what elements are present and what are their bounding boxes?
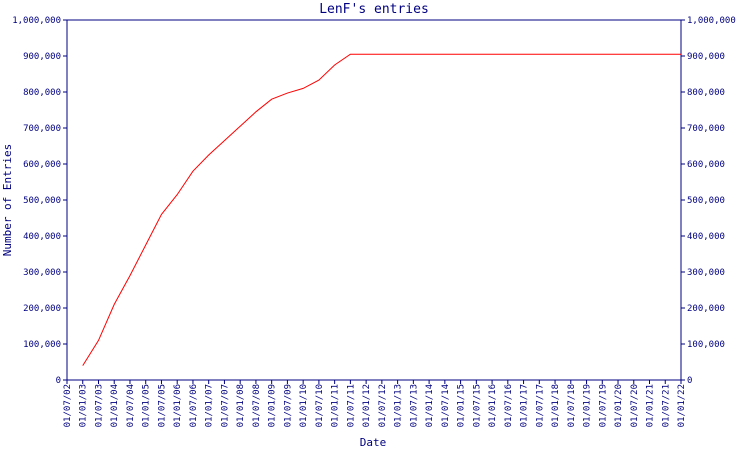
x-tick-label: 01/07/12	[378, 384, 388, 427]
y-tick-label: 300,000	[23, 268, 61, 278]
y-tick-label: 1,000,000	[12, 16, 61, 26]
y-tick-label: 100,000	[23, 340, 61, 350]
y2-tick-label: 900,000	[687, 52, 725, 62]
plot-frame	[66, 19, 682, 381]
x-tick-label: 01/07/10	[315, 384, 325, 427]
y2-tick-label: 100,000	[687, 340, 725, 350]
y-tick-label: 800,000	[23, 88, 61, 98]
x-tick-label: 01/07/18	[567, 384, 577, 427]
y2-tick-label: 200,000	[687, 304, 725, 314]
y2-tick-label: 300,000	[687, 268, 725, 278]
x-tick-label: 01/07/08	[252, 384, 262, 427]
y-axis-label: Number of Entries	[1, 144, 14, 257]
x-tick-label: 01/01/04	[110, 384, 120, 427]
y-tick-label: 900,000	[23, 52, 61, 62]
x-tick-label: 01/07/17	[535, 384, 545, 427]
x-tick-label: 01/07/06	[189, 384, 199, 427]
x-tick-label: 01/07/11	[346, 384, 356, 427]
x-tick-label: 01/01/17	[520, 384, 530, 427]
x-tick-label: 01/01/19	[583, 384, 593, 427]
x-tick-label: 01/01/13	[394, 384, 404, 427]
y2-tick-label: 400,000	[687, 232, 725, 242]
x-tick-label: 01/01/07	[205, 384, 215, 427]
y2-tick-label: 1,000,000	[687, 16, 736, 26]
x-tick-label: 01/01/03	[79, 384, 89, 427]
y-tick-label: 400,000	[23, 232, 61, 242]
x-tick-label: 01/07/13	[409, 384, 419, 427]
x-tick-label: 01/01/20	[614, 384, 624, 427]
x-tick-label: 01/07/04	[126, 384, 136, 427]
y2-tick-label: 600,000	[687, 160, 725, 170]
y2-tick-label: 700,000	[687, 124, 725, 134]
x-axis-label: Date	[360, 436, 387, 449]
x-tick-label: 01/07/02	[63, 384, 73, 427]
chart-title: LenF's entries	[319, 2, 429, 17]
x-tick-label: 01/01/16	[488, 384, 498, 427]
x-tick-label: 01/01/09	[268, 384, 278, 427]
y2-tick-label: 800,000	[687, 88, 725, 98]
x-tick-label: 01/01/21	[646, 384, 656, 427]
x-tick-label: 01/07/07	[220, 384, 230, 427]
y2-tick-label: 0	[687, 376, 692, 386]
x-tick-label: 01/07/14	[441, 384, 451, 427]
x-tick-label: 01/01/08	[236, 384, 246, 427]
y-tick-label: 700,000	[23, 124, 61, 134]
x-tick-label: 01/01/12	[362, 384, 372, 427]
x-tick-label: 01/01/10	[299, 384, 309, 427]
data-line	[82, 53, 681, 366]
y-tick-label: 600,000	[23, 160, 61, 170]
y2-tick-label: 500,000	[687, 196, 725, 206]
x-tick-label: 01/01/06	[173, 384, 183, 427]
x-tick-label: 01/01/11	[331, 384, 341, 427]
x-tick-label: 01/07/21	[661, 384, 671, 427]
y-tick-label: 0	[56, 376, 61, 386]
x-tick-label: 01/07/20	[630, 384, 640, 427]
y-tick-label: 500,000	[23, 196, 61, 206]
x-tick-label: 01/01/18	[551, 384, 561, 427]
x-tick-label: 01/07/03	[94, 384, 104, 427]
x-tick-label: 01/01/05	[142, 384, 152, 427]
y-tick-label: 200,000	[23, 304, 61, 314]
x-tick-label: 01/07/09	[283, 384, 293, 427]
x-tick-label: 01/07/05	[157, 384, 167, 427]
x-tick-label: 01/01/22	[677, 384, 687, 427]
x-tick-label: 01/07/19	[598, 384, 608, 427]
x-tick-label: 01/07/15	[472, 384, 482, 427]
x-tick-label: 01/01/14	[425, 384, 435, 427]
x-tick-label: 01/01/15	[457, 384, 467, 427]
x-tick-label: 01/07/16	[504, 384, 514, 427]
